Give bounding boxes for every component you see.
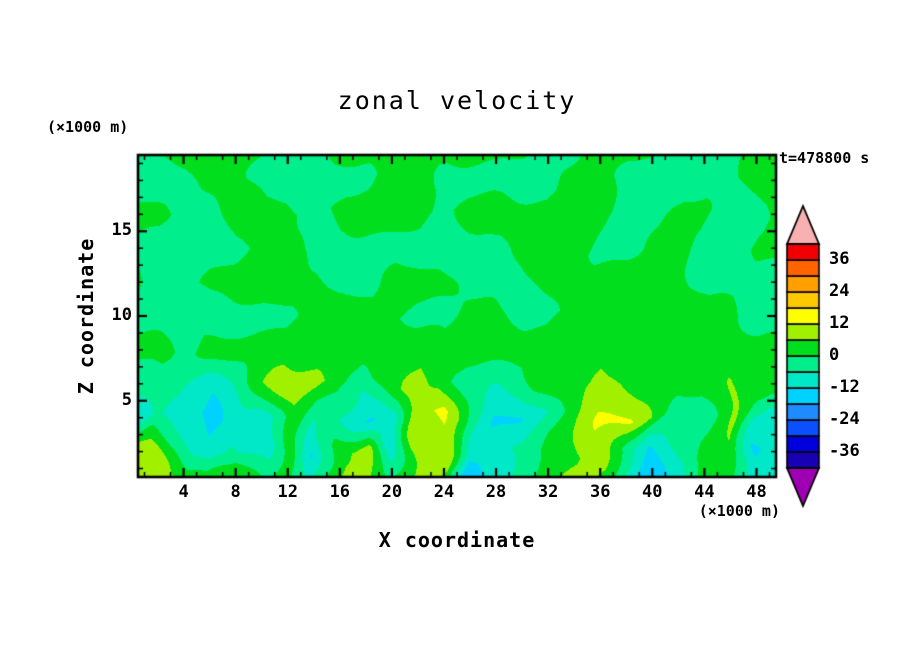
z-axis-title: Z coordinate — [74, 237, 98, 395]
colorbar-tick-label: 12 — [829, 313, 850, 333]
z-tick-label: 5 — [121, 389, 132, 410]
x-tick-label: 4 — [178, 482, 189, 502]
colorbar-tick-label: -12 — [829, 377, 860, 397]
x-tick-label: 16 — [329, 482, 351, 502]
z-axis-unit-label: (×1000 m) — [47, 118, 129, 136]
x-tick-label: 24 — [433, 482, 455, 502]
x-tick-label: 48 — [746, 482, 767, 502]
colorbar-tick-label: 24 — [829, 281, 850, 301]
x-tick-label: 44 — [694, 482, 715, 502]
colorbar-tick-label: -24 — [829, 409, 860, 429]
time-annotation: t=478800 s — [779, 149, 870, 167]
z-tick-label: 10 — [111, 305, 132, 325]
colorbar-tick-label: 0 — [829, 345, 840, 365]
z-tick-label: 15 — [111, 220, 132, 241]
x-tick-label: 12 — [277, 482, 298, 502]
x-tick-label: 28 — [485, 482, 507, 502]
x-tick-label: 8 — [230, 482, 241, 502]
x-axis-unit-label: (×1000 m) — [698, 502, 780, 520]
colorbar-tick-label: 36 — [829, 249, 850, 269]
x-tick-label: 20 — [381, 482, 403, 502]
x-tick-label: 40 — [642, 482, 663, 502]
chart-title: zonal velocity — [337, 86, 577, 115]
x-tick-label: 36 — [589, 482, 611, 502]
colorbar-tick-label: -36 — [829, 441, 860, 461]
x-axis-title: X coordinate — [378, 528, 536, 552]
x-tick-label: 32 — [537, 482, 559, 502]
